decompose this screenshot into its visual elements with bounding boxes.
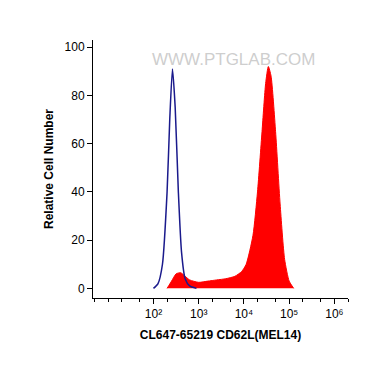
svg-text:10⁵: 10⁵ <box>280 307 298 321</box>
svg-text:10⁶: 10⁶ <box>325 307 343 321</box>
svg-text:40: 40 <box>71 185 85 199</box>
svg-text:60: 60 <box>71 137 85 151</box>
svg-text:Relative Cell Number: Relative Cell Number <box>42 109 56 229</box>
svg-text:10³: 10³ <box>190 307 207 321</box>
svg-text:10²: 10² <box>145 307 162 321</box>
svg-text:80: 80 <box>71 89 85 103</box>
svg-text:0: 0 <box>78 282 85 296</box>
svg-text:WWW.PTGLAB.COM: WWW.PTGLAB.COM <box>152 50 315 69</box>
svg-text:100: 100 <box>65 40 85 54</box>
svg-text:CL647-65219 CD62L(MEL14): CL647-65219 CD62L(MEL14) <box>140 328 301 342</box>
svg-text:10⁴: 10⁴ <box>235 307 254 321</box>
svg-text:20: 20 <box>71 233 85 247</box>
